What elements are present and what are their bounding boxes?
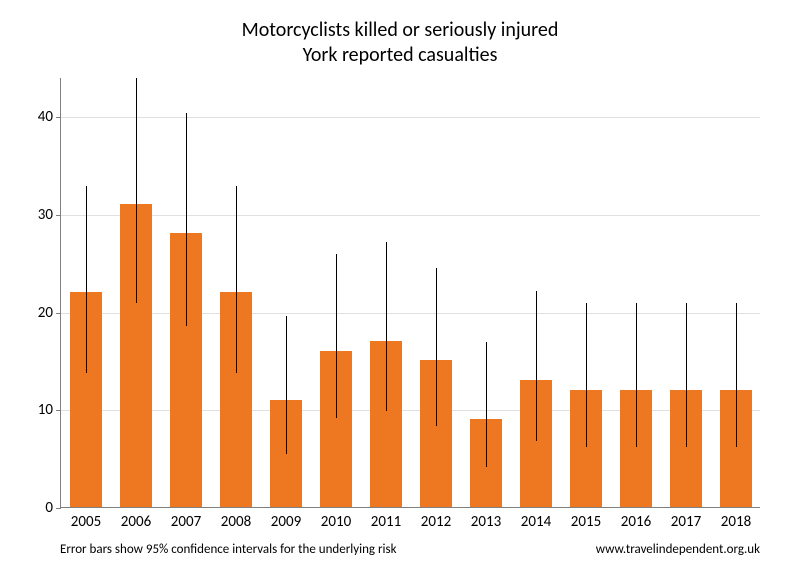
xtick-label: 2007	[171, 507, 201, 531]
ytick-label: 20	[38, 304, 61, 322]
xtick-label: 2010	[321, 507, 351, 531]
xtick-label: 2009	[271, 507, 301, 531]
ytick-label: 30	[38, 206, 61, 224]
ytick-label: 40	[38, 108, 61, 126]
xtick-label: 2015	[571, 507, 601, 531]
xtick-label: 2014	[521, 507, 551, 531]
error-bar	[586, 303, 587, 448]
error-bar	[536, 291, 537, 441]
error-bar	[136, 78, 137, 303]
footnote-confidence: Error bars show 95% confidence intervals…	[60, 542, 397, 557]
ytick-label: 10	[38, 401, 61, 419]
error-bar	[86, 186, 87, 374]
chart-title: Motorcyclists killed or seriously injure…	[0, 18, 800, 68]
chart-title-line-2: York reported casualties	[0, 43, 800, 68]
error-bar	[436, 268, 437, 426]
plot-area: 0102030402005200620072008200920102011201…	[60, 78, 760, 508]
xtick-label: 2012	[421, 507, 451, 531]
xtick-label: 2013	[471, 507, 501, 531]
xtick-label: 2008	[221, 507, 251, 531]
xtick-label: 2018	[721, 507, 751, 531]
error-bar	[286, 316, 287, 454]
error-bar	[686, 303, 687, 448]
chart-title-line-1: Motorcyclists killed or seriously injure…	[0, 18, 800, 43]
error-bar	[186, 113, 187, 326]
xtick-label: 2006	[121, 507, 151, 531]
error-bar	[736, 303, 737, 448]
error-bar	[336, 254, 337, 418]
gridline	[61, 410, 760, 411]
error-bar	[386, 242, 387, 411]
xtick-label: 2017	[671, 507, 701, 531]
gridline	[61, 215, 760, 216]
error-bar	[636, 303, 637, 448]
xtick-label: 2011	[371, 507, 401, 531]
error-bar	[236, 186, 237, 374]
xtick-label: 2005	[71, 507, 101, 531]
error-bar	[486, 342, 487, 467]
gridline	[61, 117, 760, 118]
gridline	[61, 313, 760, 314]
footnote-source: www.travelindependent.org.uk	[596, 542, 760, 557]
xtick-label: 2016	[621, 507, 651, 531]
ytick-label: 0	[45, 499, 61, 517]
chart-container: Motorcyclists killed or seriously injure…	[0, 0, 800, 580]
